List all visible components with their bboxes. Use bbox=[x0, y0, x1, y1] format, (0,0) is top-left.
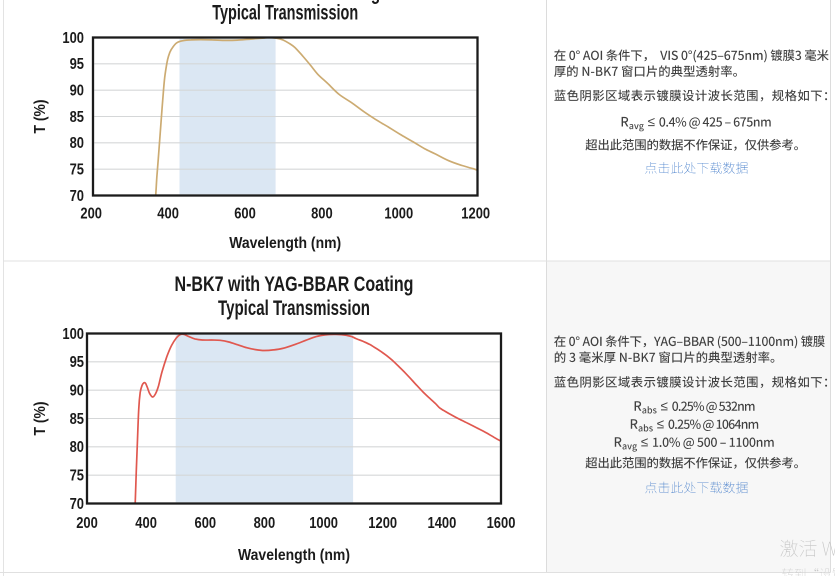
svg-text:Typical Transmission: Typical Transmission bbox=[212, 2, 358, 25]
svg-text:90: 90 bbox=[70, 83, 84, 100]
svg-text:400: 400 bbox=[135, 515, 157, 532]
svg-text:1200: 1200 bbox=[368, 515, 397, 532]
svg-text:T (%): T (%) bbox=[32, 402, 49, 436]
svg-text:80: 80 bbox=[70, 135, 84, 152]
svg-text:70: 70 bbox=[70, 188, 84, 205]
svg-text:1200: 1200 bbox=[461, 206, 490, 223]
svg-text:800: 800 bbox=[311, 206, 333, 223]
svg-text:600: 600 bbox=[195, 515, 217, 532]
svg-text:1600: 1600 bbox=[487, 515, 516, 532]
svg-text:200: 200 bbox=[80, 206, 102, 223]
svg-text:80: 80 bbox=[70, 439, 84, 456]
svg-text:N-BK7 with YAG-BBAR Coating: N-BK7 with YAG-BBAR Coating bbox=[175, 273, 414, 296]
svg-text:85: 85 bbox=[70, 411, 85, 428]
svg-text:90: 90 bbox=[70, 383, 84, 400]
svg-text:100: 100 bbox=[62, 30, 84, 47]
svg-text:600: 600 bbox=[234, 206, 256, 223]
svg-text:1000: 1000 bbox=[384, 206, 413, 223]
svg-text:75: 75 bbox=[70, 162, 85, 179]
svg-text:N-BK7 with VIS 0° Coating: N-BK7 with VIS 0° Coating bbox=[190, 0, 380, 5]
svg-text:1400: 1400 bbox=[428, 515, 457, 532]
svg-text:200: 200 bbox=[76, 515, 98, 532]
svg-text:1000: 1000 bbox=[309, 515, 338, 532]
svg-text:85: 85 bbox=[70, 109, 85, 126]
svg-text:800: 800 bbox=[254, 515, 276, 532]
svg-text:Wavelength (nm): Wavelength (nm) bbox=[229, 235, 341, 252]
svg-text:100: 100 bbox=[62, 326, 84, 343]
svg-text:75: 75 bbox=[70, 468, 85, 485]
svg-text:T (%): T (%) bbox=[32, 100, 49, 134]
svg-text:Wavelength (nm): Wavelength (nm) bbox=[238, 547, 350, 564]
svg-text:95: 95 bbox=[70, 56, 85, 73]
svg-text:400: 400 bbox=[157, 206, 179, 223]
svg-text:Typical Transmission: Typical Transmission bbox=[218, 297, 370, 320]
svg-text:70: 70 bbox=[70, 496, 84, 513]
svg-text:95: 95 bbox=[70, 354, 85, 371]
